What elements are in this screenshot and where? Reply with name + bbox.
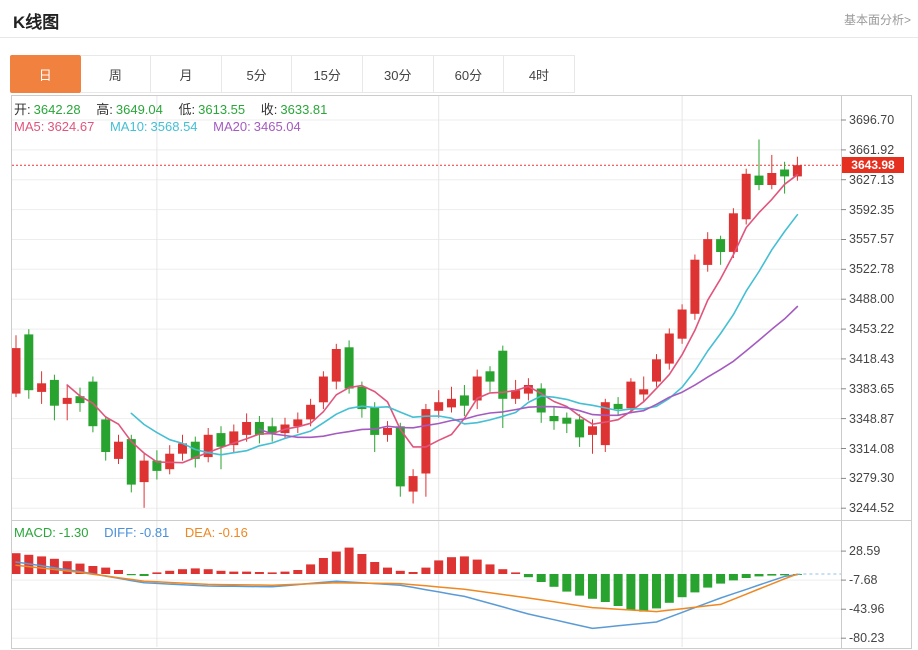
interval-tabbar: 日周月 5分 15分 30分 60分 4时 bbox=[10, 55, 575, 93]
close-label: 收: bbox=[260, 102, 278, 117]
candlesticks bbox=[11, 139, 802, 508]
diff-label: DIFF: bbox=[104, 525, 137, 540]
price-tick-label: 3627.13 bbox=[849, 172, 895, 187]
ma5-label: MA5: bbox=[14, 119, 45, 134]
price-tick-label: 3418.43 bbox=[849, 351, 895, 366]
macd-tick-label: 28.59 bbox=[849, 544, 881, 559]
open-value: 3642.28 bbox=[33, 102, 81, 117]
high-label: 高: bbox=[96, 102, 113, 117]
header-divider bbox=[0, 37, 918, 38]
tab-30分[interactable]: 30分 bbox=[362, 55, 434, 93]
chart-frame bbox=[11, 95, 912, 649]
current-price-badge: 3643.98 bbox=[842, 157, 904, 174]
price-tick-label: 3488.00 bbox=[849, 292, 895, 307]
price-tick-label: 3592.35 bbox=[849, 202, 895, 217]
low-value: 3613.55 bbox=[198, 102, 246, 117]
macd-histogram bbox=[11, 547, 802, 612]
close-value: 3633.81 bbox=[280, 102, 328, 117]
ma20-value: 3465.04 bbox=[253, 119, 301, 134]
ma10-line bbox=[130, 213, 799, 456]
tab-日[interactable]: 日 bbox=[10, 55, 81, 93]
ma20-line bbox=[258, 305, 799, 439]
tab-15分[interactable]: 15分 bbox=[292, 55, 363, 93]
fundamental-analysis-link[interactable]: 基本面分析> bbox=[843, 13, 911, 27]
price-tick-label: 3557.57 bbox=[849, 232, 895, 247]
v-gridlines bbox=[156, 96, 683, 647]
ma20-label: MA20: bbox=[213, 119, 251, 134]
macd-value: -1.30 bbox=[58, 525, 89, 540]
ma5-line bbox=[66, 173, 799, 464]
ohlc-readout: 开: 3642.28 高: 3649.04 低: 3613.55 收: 3633.81 bbox=[14, 99, 339, 118]
page-title: K线图 bbox=[13, 13, 60, 32]
tab-4时[interactable]: 4时 bbox=[504, 55, 575, 93]
open-label: 开: bbox=[14, 102, 31, 117]
low-label: 低: bbox=[178, 102, 196, 117]
ma-legend: MA5: 3624.67 MA10: 3568.54 MA20: 3465.04 bbox=[14, 119, 313, 134]
price-tick-label: 3244.52 bbox=[849, 501, 895, 516]
diff-line bbox=[15, 561, 799, 630]
price-tick-label: 3279.30 bbox=[849, 471, 895, 486]
tab-5分[interactable]: 5分 bbox=[221, 55, 293, 93]
macd-legend: MACD: -1.30 DIFF: -0.81 DEA: -0.16 bbox=[14, 525, 260, 540]
macd-tick-label: -43.96 bbox=[849, 602, 885, 617]
price-tick-label: 3522.78 bbox=[849, 262, 895, 277]
price-tick-label: 3383.65 bbox=[849, 381, 895, 396]
price-tick-label: 3453.22 bbox=[849, 322, 895, 337]
macd-tick-label: -7.68 bbox=[849, 573, 878, 588]
diff-value: -0.81 bbox=[139, 525, 170, 540]
axis-tick-marks bbox=[841, 119, 846, 639]
tab-月[interactable]: 月 bbox=[151, 55, 222, 93]
ma10-value: 3568.54 bbox=[150, 119, 198, 134]
price-tick-label: 3348.87 bbox=[849, 411, 895, 426]
high-value: 3649.04 bbox=[115, 102, 163, 117]
price-tick-label: 3696.70 bbox=[849, 113, 895, 127]
ma5-value: 3624.67 bbox=[47, 119, 95, 134]
macd-tick-label: -80.23 bbox=[849, 631, 885, 646]
tab-周[interactable]: 周 bbox=[80, 55, 152, 93]
price-tick-label: 3661.92 bbox=[849, 142, 895, 157]
dea-label: DEA: bbox=[184, 525, 216, 540]
price-tick-label: 3314.08 bbox=[849, 441, 895, 456]
tab-60分[interactable]: 60分 bbox=[433, 55, 505, 93]
h-gridlines bbox=[12, 119, 841, 639]
dea-value: -0.16 bbox=[218, 525, 248, 540]
macd-label: MACD: bbox=[14, 525, 56, 540]
ma10-label: MA10: bbox=[109, 119, 148, 134]
dea-line bbox=[15, 564, 799, 613]
